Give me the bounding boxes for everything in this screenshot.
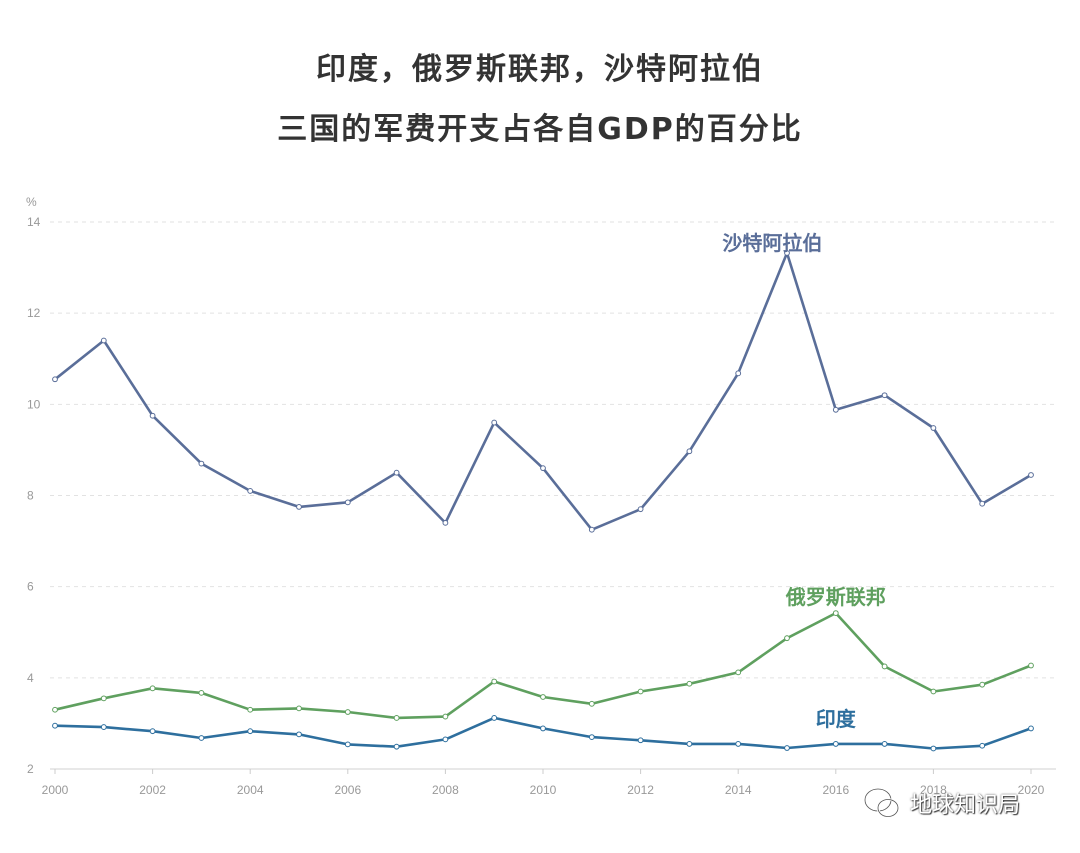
y-tick-label: 10: [27, 397, 41, 411]
data-point: [247, 488, 254, 494]
y-tick-label: 6: [27, 580, 34, 594]
data-point: [588, 734, 595, 740]
axes: 2 4 6 8 10 12 14% 2000 2002 2004 2006 2008 2010 2012 2…: [26, 195, 1056, 797]
watermark-text: 地球知识局: [910, 793, 1021, 818]
wechat-icon: [863, 787, 900, 818]
data-point: [393, 469, 400, 476]
y-tick-label: 12: [27, 306, 41, 320]
data-point: [198, 460, 205, 467]
data-point: [979, 500, 986, 507]
data-point: [52, 706, 58, 713]
data-point: [588, 526, 595, 533]
data-point: [491, 678, 498, 685]
y-tick-label: 2: [27, 762, 34, 776]
data-point: [881, 741, 888, 747]
y-tick-label: 4: [27, 671, 34, 685]
x-tick-label: 2018: [920, 783, 947, 797]
y-axis-unit: %: [26, 195, 37, 209]
data-point: [930, 425, 937, 431]
data-point: [442, 713, 449, 720]
data-point: [881, 663, 888, 670]
x-tick-label: 2000: [42, 783, 69, 797]
data-point: [52, 722, 58, 729]
data-point: [198, 689, 205, 696]
x-tick-label: 2016: [822, 783, 849, 797]
data-point: [540, 725, 546, 732]
series-line-0: [54, 251, 1032, 532]
series-label-1: 俄罗斯联邦: [785, 585, 886, 609]
x-tick-label: 2010: [530, 783, 557, 797]
data-point: [393, 743, 400, 750]
data-point: [637, 506, 644, 513]
data-point: [686, 680, 693, 687]
data-point: [296, 503, 302, 510]
x-tick-label: 2004: [237, 783, 264, 797]
x-tick-label: 2006: [334, 783, 361, 797]
data-point: [637, 688, 644, 695]
data-point: [52, 376, 58, 383]
data-point: [198, 735, 205, 741]
x-tick-label: 2020: [1018, 783, 1045, 797]
data-point: [1028, 472, 1034, 478]
data-point: [491, 715, 498, 721]
data-point: [588, 700, 595, 707]
data-point: [296, 705, 302, 712]
data-point: [979, 681, 986, 688]
data-point: [637, 737, 644, 744]
data-point: [344, 499, 351, 506]
data-point: [735, 370, 742, 377]
x-tick-label: 2008: [432, 783, 459, 797]
series-label-2: 印度: [816, 707, 857, 731]
data-point: [296, 731, 302, 738]
x-tick-label: 2012: [627, 783, 654, 797]
data-point: [393, 715, 400, 721]
data-point: [735, 669, 742, 676]
watermark: 地球知识局: [862, 786, 1020, 820]
data-point: [686, 448, 693, 455]
data-point: [100, 337, 107, 344]
data-point: [247, 728, 254, 735]
series-lines: [52, 250, 1034, 752]
x-tick-label: 2002: [139, 783, 166, 797]
data-point: [540, 694, 546, 700]
data-point: [930, 688, 937, 695]
data-point: [442, 519, 449, 526]
series-label-0: 沙特阿拉伯: [722, 231, 822, 255]
chart-title-line-1: 印度，俄罗斯联邦，沙特阿拉伯: [316, 52, 764, 87]
data-point: [491, 419, 498, 426]
data-point: [832, 406, 839, 413]
data-point: [686, 741, 693, 747]
data-point: [784, 250, 790, 256]
data-point: [735, 741, 742, 747]
data-point: [784, 635, 790, 642]
data-point: [442, 736, 449, 743]
data-point: [1028, 662, 1034, 669]
data-point: [832, 610, 839, 617]
data-point: [930, 745, 937, 752]
x-tick-label: 2014: [725, 783, 752, 797]
chart-title-line-2: 三国的军费开支占各自GDP的百分比: [277, 112, 803, 147]
data-point: [1028, 725, 1034, 732]
y-tick-label: 8: [27, 489, 34, 503]
data-point: [979, 742, 986, 749]
data-point: [149, 412, 156, 419]
data-point: [344, 741, 351, 748]
data-point: [149, 728, 156, 735]
data-point: [540, 465, 546, 472]
data-point: [100, 695, 107, 702]
data-point: [784, 745, 790, 751]
grid-lines: [50, 221, 1056, 679]
data-point: [344, 709, 351, 715]
data-point: [832, 741, 839, 747]
data-point: [881, 392, 888, 399]
data-point: [149, 685, 156, 692]
data-point: [247, 706, 254, 713]
data-point: [100, 724, 107, 730]
y-tick-label: 14: [27, 215, 41, 229]
